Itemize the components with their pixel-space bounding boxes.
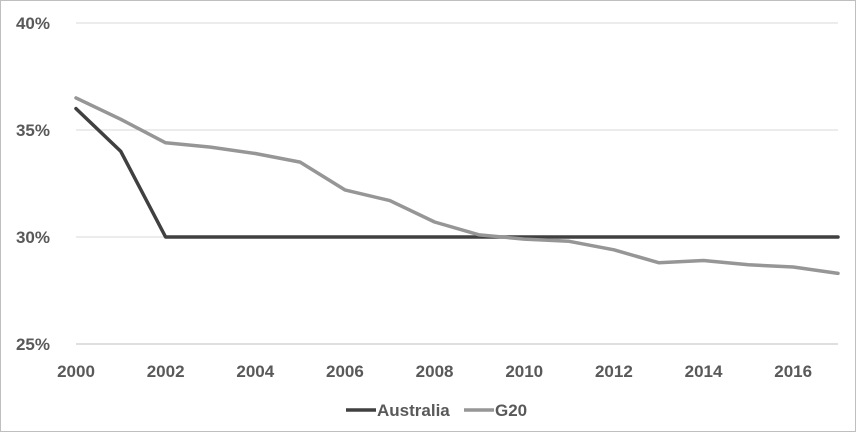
x-tick-label: 2016 [774,362,812,381]
legend-label-g20: G20 [495,401,527,420]
series-line-g20 [74,96,840,276]
x-tick-label: 2002 [147,362,185,381]
y-tick-label: 30% [16,228,50,247]
y-tick-label: 35% [16,121,50,140]
x-tick-label: 2006 [326,362,364,381]
gridlines [76,22,838,345]
series-lines [74,96,840,276]
x-tick-label: 2012 [595,362,633,381]
series-line-australia [74,106,840,239]
y-tick-label: 25% [16,335,50,354]
y-tick-label: 40% [16,14,50,33]
x-tick-label: 2000 [57,362,95,381]
x-tick-label: 2004 [236,362,274,381]
y-axis-tick-labels: 25% 30% 35% 40% [16,14,50,354]
x-tick-label: 2010 [505,362,543,381]
x-tick-label: 2008 [416,362,454,381]
x-axis-tick-labels: 2000 2002 2004 2006 2008 2010 2012 2014 2016 [57,362,812,381]
x-tick-label: 2014 [685,362,723,381]
legend: Australia G20 [346,401,527,420]
legend-label-australia: Australia [377,401,450,420]
